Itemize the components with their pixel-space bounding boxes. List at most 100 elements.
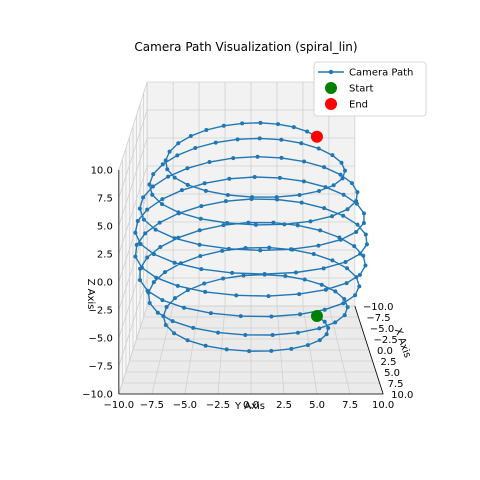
- camera-path-point: [151, 252, 156, 257]
- camera-path-point: [197, 228, 202, 233]
- camera-path-point: [208, 311, 213, 316]
- z-tick-label: 0.0: [97, 278, 113, 289]
- camera-path-point: [283, 274, 288, 279]
- x-tick-label: 5.0: [384, 368, 400, 379]
- camera-path-point: [138, 266, 143, 271]
- camera-path-point: [175, 153, 180, 158]
- y-tick-label: −2.5: [206, 400, 230, 411]
- camera-path-point: [353, 293, 358, 298]
- camera-path-point: [166, 174, 171, 179]
- camera-path-point: [221, 276, 226, 281]
- x-tick-label: 10.0: [391, 390, 413, 401]
- camera-path-point: [354, 201, 359, 206]
- camera-path-point: [262, 272, 267, 277]
- camera-path-point: [176, 235, 181, 240]
- camera-path-point: [231, 156, 236, 161]
- y-tick-label: −5.0: [173, 400, 197, 411]
- camera-path-point: [289, 346, 294, 351]
- camera-path-point: [246, 220, 251, 225]
- y-tick-label: 10.0: [372, 400, 394, 411]
- camera-path-point: [133, 230, 138, 235]
- camera-path-point: [361, 221, 366, 226]
- camera-path-point: [308, 219, 313, 224]
- tick-labels: −10.0 −7.5 −5.0 −2.5 0.0 2.5 5.0 7.5 10.0−10.0−7…: [82, 166, 413, 412]
- camera-path-point: [191, 325, 196, 330]
- camera-path-point: [267, 245, 272, 250]
- camera-path-point: [319, 282, 324, 287]
- camera-path-point: [185, 288, 190, 293]
- z-tick-label: −5.0: [89, 334, 113, 345]
- camera-path-point: [176, 211, 181, 216]
- camera-path-point: [141, 217, 146, 222]
- camera-path-point: [197, 242, 202, 247]
- camera-path-point: [172, 260, 177, 265]
- camera-path-point: [203, 343, 208, 348]
- camera-path-point: [295, 330, 300, 335]
- camera-path-point: [297, 292, 302, 297]
- grid-line-floor-y: [328, 305, 351, 395]
- camera-path-point: [202, 181, 207, 186]
- camera-path-point: [322, 319, 327, 324]
- camera-path-point: [343, 168, 348, 173]
- camera-path-point: [253, 222, 258, 227]
- camera-path-point: [198, 216, 203, 221]
- start-marker: [310, 309, 323, 322]
- camera-path-point: [182, 305, 187, 310]
- camera-path-point: [160, 298, 165, 303]
- camera-path-point: [321, 266, 326, 271]
- legend-start-marker: [325, 82, 337, 94]
- camera-path-point: [158, 244, 163, 249]
- camera-path-point: [302, 277, 307, 282]
- camera-path-point: [175, 283, 180, 288]
- camera-path-point: [269, 348, 274, 353]
- z-tick-label: −7.5: [89, 362, 113, 373]
- camera-path-point: [361, 253, 366, 258]
- camera-path-point: [299, 200, 304, 205]
- camera-path-point: [234, 293, 239, 298]
- x-tick-label: −2.5: [373, 335, 397, 346]
- camera-path-point: [143, 231, 148, 236]
- camera-path-point: [249, 196, 254, 201]
- camera-path-point: [326, 325, 331, 330]
- camera-path-point: [311, 252, 316, 257]
- camera-path-point: [227, 176, 232, 181]
- y-tick-label: −7.5: [140, 400, 164, 411]
- camera-path-point: [207, 159, 212, 164]
- grid-line-side-z: [118, 109, 148, 199]
- end-marker: [310, 130, 323, 143]
- camera-path-point: [188, 133, 193, 138]
- camera-path-point: [220, 248, 225, 253]
- grid-line-side-z: [118, 165, 148, 255]
- camera-path-point: [221, 223, 226, 228]
- legend-start-label: Start: [349, 84, 374, 95]
- camera-path-point: [340, 176, 345, 181]
- camera-path-point: [243, 245, 248, 250]
- camera-path-point: [295, 223, 300, 228]
- camera-path-point: [276, 122, 281, 127]
- grid-line-side-z: [118, 137, 148, 227]
- z-tick-label: −10.0: [82, 390, 113, 401]
- camera-path-point: [163, 158, 168, 163]
- camera-path-point: [361, 211, 366, 216]
- camera-path-point: [338, 172, 343, 177]
- camera-path-point: [147, 182, 152, 187]
- camera-path-point: [134, 242, 139, 247]
- camera-path-point: [299, 141, 304, 146]
- camera-path-point: [151, 172, 156, 177]
- camera-path-point: [135, 219, 140, 224]
- camera-path: [133, 120, 369, 354]
- camera-path-point: [301, 179, 306, 184]
- camera-path-point: [277, 175, 282, 180]
- camera-path-point: [216, 330, 221, 335]
- camera-path-point: [185, 182, 190, 187]
- camera-path-point: [322, 165, 327, 170]
- camera-path-point: [163, 323, 168, 328]
- camera-path-point: [138, 278, 143, 283]
- camera-path-point: [330, 153, 335, 158]
- camera-path-point: [203, 289, 208, 294]
- camera-path-point: [202, 281, 207, 286]
- camera-path-point: [176, 141, 181, 146]
- legend-camera-path-marker: [328, 69, 334, 75]
- camera-path-point: [225, 192, 230, 197]
- camera-path-point: [204, 128, 209, 133]
